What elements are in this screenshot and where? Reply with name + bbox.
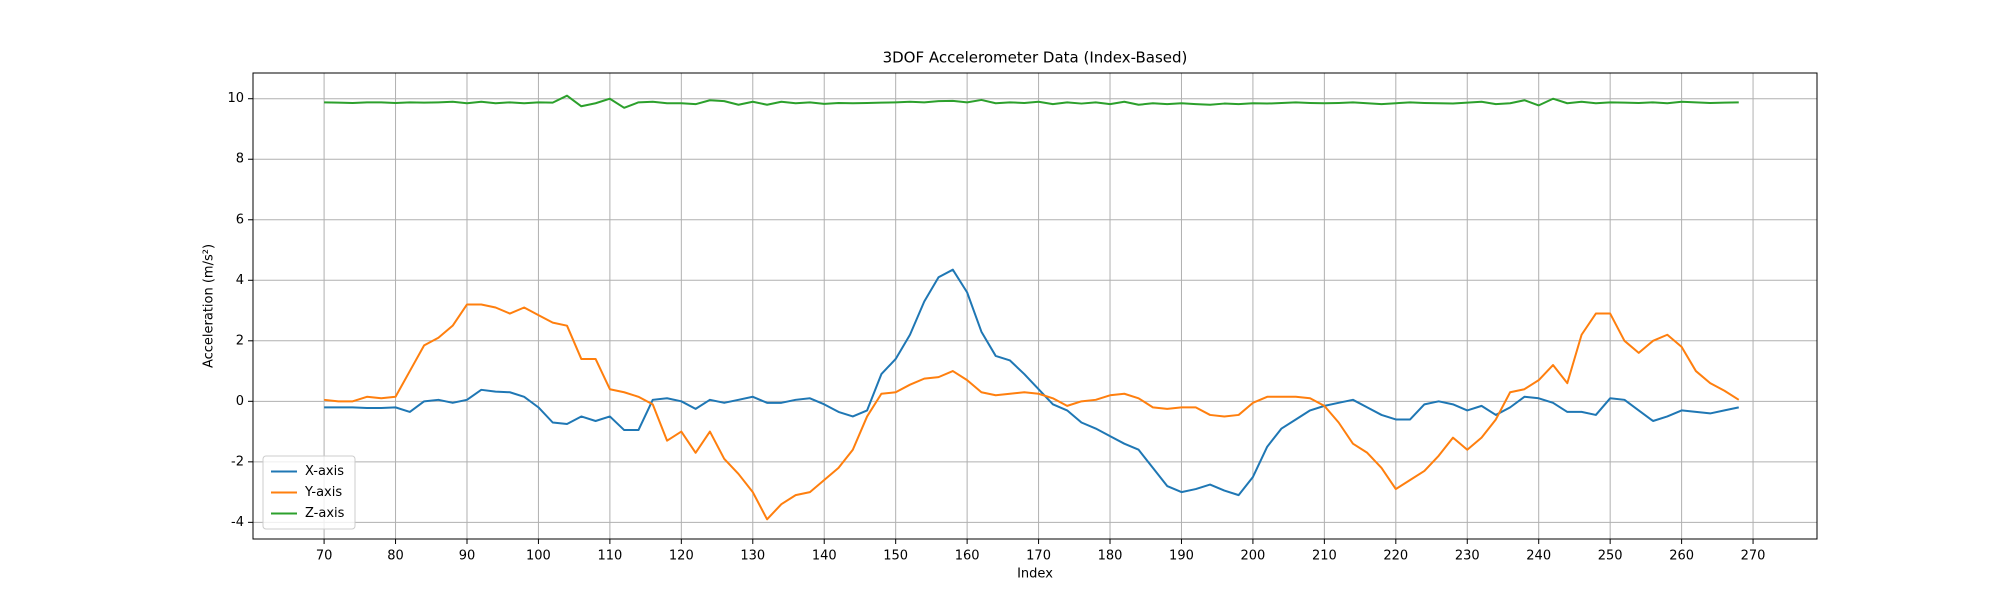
x-tick-label: 170: [1026, 549, 1051, 564]
x-tick-label: 70: [316, 549, 333, 564]
x-tick-label: 120: [669, 549, 694, 564]
chart-title: 3DOF Accelerometer Data (Index-Based): [883, 49, 1188, 67]
x-tick-label: 220: [1383, 549, 1408, 564]
y-tick-label: 2: [236, 333, 244, 348]
legend-label: Z-axis: [305, 506, 345, 521]
y-tick-label: 10: [227, 91, 244, 106]
x-axis-label: Index: [1017, 567, 1053, 582]
x-tick-label: 180: [1098, 549, 1123, 564]
y-tick-label: -2: [231, 454, 244, 469]
x-tick-label: 110: [597, 549, 622, 564]
y-tick-label: 6: [236, 212, 244, 227]
x-tick-label: 150: [883, 549, 908, 564]
x-tick-label: 140: [812, 549, 837, 564]
y-tick-label: -4: [231, 515, 244, 530]
y-axis-label: Acceleration (m/s²): [202, 244, 217, 368]
x-tick-label: 90: [459, 549, 476, 564]
x-tick-label: 100: [526, 549, 551, 564]
legend-box: [262, 455, 356, 530]
y-tick-label: 4: [236, 273, 244, 288]
legend-label: X-axis: [305, 464, 344, 479]
series-line: [324, 268, 1739, 497]
y-tick-label: 0: [236, 394, 244, 409]
axes-frame: [252, 72, 1818, 540]
y-tick-label: 8: [236, 152, 244, 167]
x-tick-label: 250: [1598, 549, 1623, 564]
x-tick-label: 240: [1526, 549, 1551, 564]
x-tick-label: 210: [1312, 549, 1337, 564]
series-line: [323, 303, 1740, 521]
x-tick-label: 160: [955, 549, 980, 564]
legend: X-axis Y-axis Z-axis: [262, 455, 356, 530]
x-tick-label: 260: [1669, 549, 1694, 564]
x-tick-label: 230: [1455, 549, 1480, 564]
x-tick-label: 190: [1169, 549, 1194, 564]
x-tick-label: 270: [1741, 549, 1766, 564]
series-line: [324, 94, 1739, 109]
x-tick-label: 200: [1241, 549, 1266, 564]
legend-label: Y-axis: [304, 485, 342, 500]
x-tick-label: 130: [740, 549, 765, 564]
x-tick-label: 80: [387, 549, 404, 564]
